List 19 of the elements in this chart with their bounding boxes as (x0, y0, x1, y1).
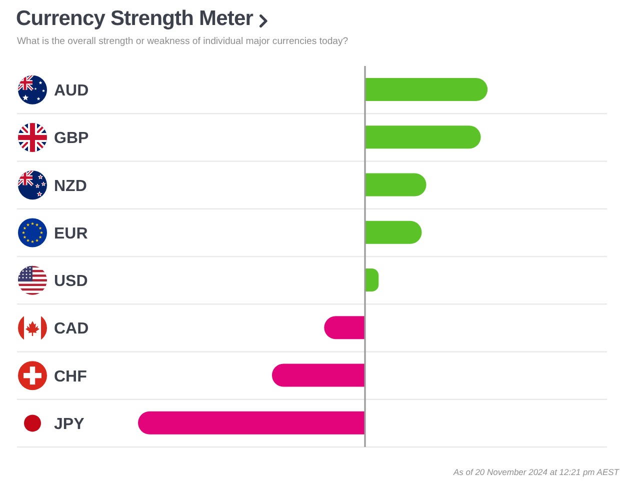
bar (365, 173, 426, 196)
bar (324, 316, 366, 340)
y-tick-label: AUD (54, 82, 89, 100)
bar (272, 364, 366, 387)
bar (138, 411, 366, 434)
y-tick-label: CAD (54, 320, 89, 338)
y-tick-label: JPY (54, 416, 85, 433)
y-tick-label: NZD (54, 178, 87, 195)
y-tick-label: EUR (54, 225, 88, 242)
chart-title: Currency Strength Meter (16, 6, 254, 32)
y-tick-label: GBP (54, 130, 89, 148)
y-tick-label: CHF (54, 368, 88, 386)
y-tick-label: USD (54, 273, 88, 290)
bar (365, 78, 488, 101)
text: As of 20 November 2024 at 12:21 pm AEST (453, 467, 619, 478)
bar (365, 220, 422, 244)
bar (365, 126, 481, 149)
bar (365, 268, 379, 292)
chart-subtitle: What is the overall strength or weakness of individual major currencies today? (17, 35, 348, 48)
